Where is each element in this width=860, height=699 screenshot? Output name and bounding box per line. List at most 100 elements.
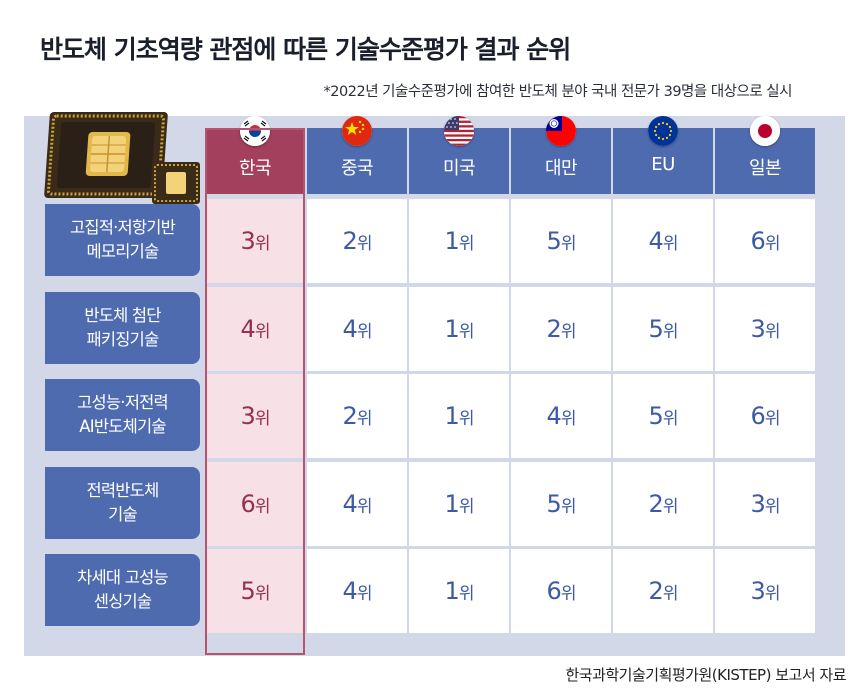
row-label: 반도체 첨단 패키징기술 (45, 292, 200, 364)
rank-value: 1 (444, 315, 460, 343)
rank-unit: 위 (356, 233, 373, 254)
rank-value: 6 (546, 577, 562, 605)
usa-flag-icon (444, 116, 474, 146)
row-label: 고성능·저전력 AI반도체기술 (45, 379, 200, 451)
rank-value: 3 (750, 315, 766, 343)
rank-value: 5 (648, 315, 664, 343)
rank-unit: 위 (254, 408, 271, 429)
rank-unit: 위 (764, 583, 781, 604)
rank-unit: 위 (560, 321, 577, 342)
taiwan-flag-icon (546, 116, 576, 146)
column-header-china: 중국 (307, 116, 407, 194)
rank-unit: 위 (356, 408, 373, 429)
rank-unit: 위 (458, 408, 475, 429)
column-header-taiwan: 대만 (511, 116, 611, 194)
column-label: 미국 (442, 158, 476, 179)
rank-unit: 위 (254, 583, 271, 604)
row-label-line: 기술 (108, 505, 138, 524)
row-label-line: 고집적·저항기반 (69, 218, 176, 237)
rank-value: 2 (546, 315, 562, 343)
row-label: 차세대 고성능 센싱기술 (45, 554, 200, 626)
rank-unit: 위 (764, 496, 781, 517)
rank-value: 1 (444, 227, 460, 255)
korea-flag-icon (240, 116, 270, 146)
page-title: 반도체 기초역량 관점에 따른 기술수준평가 결과 순위 (40, 35, 571, 64)
column-header-usa: 미국 (409, 116, 509, 194)
rank-unit: 위 (560, 583, 577, 604)
rank-value: 5 (546, 490, 562, 518)
rank-value: 4 (648, 227, 664, 255)
column-header-eu: EU (613, 116, 713, 194)
rank-unit: 위 (764, 233, 781, 254)
row-label-line: 센싱기술 (93, 592, 152, 611)
rank-unit: 위 (662, 321, 679, 342)
column-label: 대만 (544, 158, 578, 179)
rank-unit: 위 (254, 321, 271, 342)
row-label-line: 전력반도체 (86, 481, 160, 500)
rank-unit: 위 (662, 408, 679, 429)
rank-value: 2 (648, 490, 664, 518)
rank-value: 2 (342, 227, 358, 255)
column-label: 한국 (238, 158, 272, 179)
japan-flag-icon (750, 116, 780, 146)
eu-flag-icon (648, 116, 678, 146)
rank-unit: 위 (254, 233, 271, 254)
rank-value: 6 (240, 490, 256, 518)
rank-unit: 위 (254, 496, 271, 517)
rank-value: 5 (546, 227, 562, 255)
rank-value: 4 (342, 577, 358, 605)
row-label-line: 반도체 첨단 (84, 306, 161, 325)
rank-value: 3 (240, 402, 256, 430)
rank-value: 2 (648, 577, 664, 605)
row-label-line: 메모리기술 (86, 242, 160, 261)
rank-value: 4 (240, 315, 256, 343)
rank-unit: 위 (356, 496, 373, 517)
rank-unit: 위 (458, 233, 475, 254)
column-label: 일본 (748, 158, 782, 179)
rank-unit: 위 (560, 408, 577, 429)
column-label: EU (651, 154, 675, 175)
column-header-japan: 일본 (715, 116, 815, 194)
rank-value: 4 (546, 402, 562, 430)
column-header-korea: 한국 (205, 116, 305, 194)
rank-unit: 위 (662, 233, 679, 254)
rank-unit: 위 (662, 496, 679, 517)
rank-unit: 위 (560, 496, 577, 517)
rank-unit: 위 (560, 233, 577, 254)
rank-value: 1 (444, 577, 460, 605)
rank-unit: 위 (764, 321, 781, 342)
rank-value: 5 (240, 577, 256, 605)
rank-value: 4 (342, 315, 358, 343)
rank-unit: 위 (458, 583, 475, 604)
row-label-line: AI반도체기술 (79, 417, 166, 436)
rank-value: 6 (750, 227, 766, 255)
survey-note: *2022년 기술수준평가에 참여한 반도체 분야 국내 전문가 39명을 대상… (323, 84, 793, 100)
